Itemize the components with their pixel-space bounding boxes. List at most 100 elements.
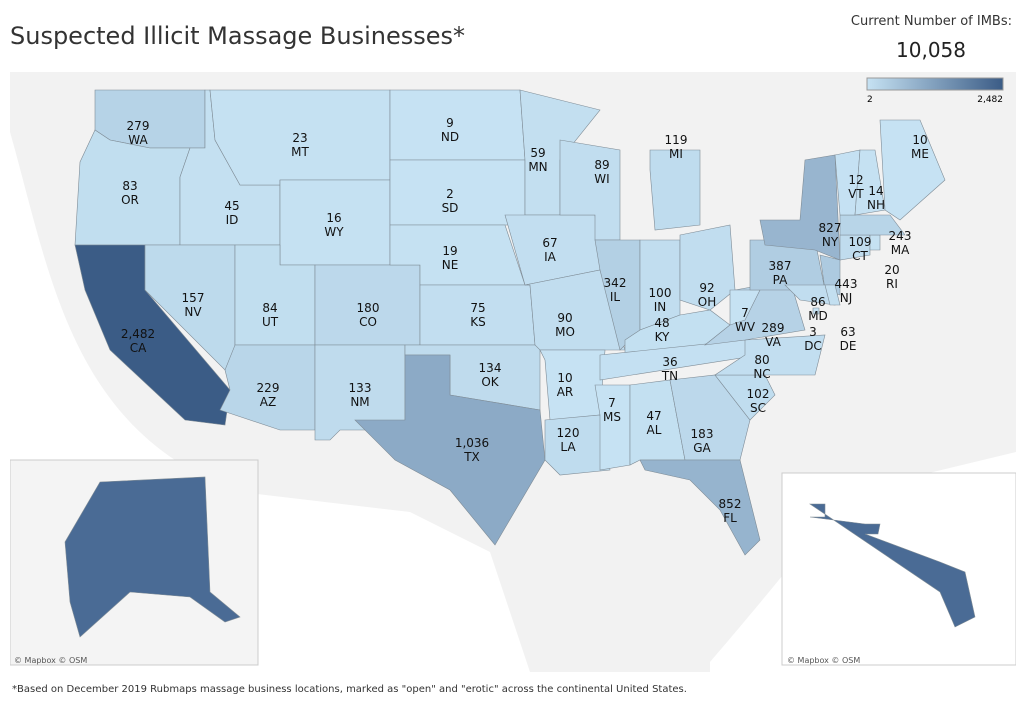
state-abbr-label: MN	[528, 160, 547, 174]
state-ga[interactable]	[669, 374, 751, 461]
state-value-label: 1,036	[455, 436, 489, 450]
state-dc[interactable]	[812, 307, 820, 315]
state-value-label: 2,482	[121, 327, 155, 341]
state-value-label: 89	[594, 158, 609, 172]
state-la[interactable]	[544, 414, 611, 476]
state-value-label: 90	[557, 311, 572, 325]
state-value-label: 134	[479, 361, 502, 375]
state-abbr-label: IL	[610, 290, 621, 304]
state-abbr-label: MS	[603, 410, 621, 424]
state-value-label: 2	[446, 187, 454, 201]
legend-gradient	[866, 77, 1004, 91]
state-abbr-label: UT	[262, 315, 279, 329]
state-value-label: 14	[868, 184, 883, 198]
state-mi[interactable]	[649, 149, 701, 231]
state-hi[interactable]	[809, 503, 976, 628]
state-abbr-label: MD	[808, 309, 828, 323]
state-abbr-label: CO	[359, 315, 377, 329]
state-nd[interactable]	[389, 89, 526, 161]
imb-count-label: Current Number of IMBs:	[850, 14, 1012, 29]
state-value-label: 133	[349, 381, 372, 395]
state-abbr-label: SD	[442, 201, 459, 215]
state-value-label: 3	[809, 325, 817, 339]
state-abbr-label: VT	[848, 187, 864, 201]
state-value-label: 7	[608, 396, 616, 410]
state-abbr-label: MT	[291, 145, 309, 159]
state-fl[interactable]	[639, 459, 761, 556]
state-abbr-label: GA	[693, 441, 711, 455]
state-abbr-label: FL	[723, 511, 737, 525]
state-oh[interactable]	[679, 224, 736, 311]
state-value-label: 157	[182, 291, 205, 305]
color-legend: 2 2,482	[866, 77, 1004, 105]
state-value-label: 289	[762, 321, 785, 335]
state-abbr-label: CT	[852, 249, 868, 263]
state-value-label: 16	[326, 211, 341, 225]
state-value-label: 47	[646, 409, 661, 423]
alaska-inset	[10, 459, 259, 666]
state-value-label: 183	[691, 427, 714, 441]
state-ak[interactable]	[64, 476, 241, 638]
state-abbr-label: NJ	[840, 291, 853, 305]
state-abbr-label: NY	[822, 235, 839, 249]
state-value-label: 7	[741, 306, 749, 320]
state-abbr-label: OR	[121, 193, 139, 207]
state-value-label: 75	[470, 301, 485, 315]
state-value-label: 9	[446, 116, 454, 130]
choropleth-map[interactable]: 279WA83OR2,482CA45ID157NV23MT16WY84UT229…	[10, 72, 1016, 672]
map-credit: © Mapbox © OSM	[14, 656, 87, 665]
state-value-label: 48	[654, 316, 669, 330]
state-value-label: 120	[557, 426, 580, 440]
state-value-label: 59	[530, 146, 545, 160]
state-abbr-label: NC	[753, 367, 770, 381]
state-abbr-label: WI	[594, 172, 609, 186]
state-value-label: 20	[884, 263, 899, 277]
state-de[interactable]	[824, 284, 841, 306]
state-value-label: 10	[912, 133, 927, 147]
state-abbr-label: OH	[698, 295, 716, 309]
state-abbr-label: MO	[555, 325, 575, 339]
state-value-label: 180	[357, 301, 380, 315]
hawaii-map-credit: © Mapbox © OSM	[787, 656, 860, 665]
state-abbr-label: SC	[750, 401, 766, 415]
state-ri[interactable]	[869, 234, 881, 251]
state-abbr-label: KS	[470, 315, 486, 329]
state-abbr-label: LA	[560, 440, 576, 454]
state-value-label: 23	[292, 131, 307, 145]
state-value-label: 86	[810, 295, 825, 309]
state-abbr-label: TX	[463, 450, 480, 464]
state-nc[interactable]	[714, 334, 826, 376]
state-ms[interactable]	[594, 384, 631, 471]
state-value-label: 109	[849, 235, 872, 249]
state-abbr-label: DC	[804, 339, 822, 353]
state-value-label: 80	[754, 353, 769, 367]
state-abbr-label: AL	[647, 423, 662, 437]
state-value-label: 67	[542, 236, 557, 250]
state-abbr-label: CA	[130, 341, 147, 355]
state-value-label: 19	[442, 244, 457, 258]
state-abbr-label: WY	[324, 225, 344, 239]
state-value-label: 83	[122, 179, 137, 193]
state-tx[interactable]	[354, 354, 546, 546]
state-sd[interactable]	[389, 159, 526, 226]
state-abbr-label: MI	[669, 147, 683, 161]
state-value-label: 279	[127, 119, 150, 133]
state-wa[interactable]	[94, 89, 206, 149]
state-abbr-label: PA	[773, 273, 788, 287]
state-abbr-label: TN	[661, 369, 678, 383]
page-title: Suspected Illicit Massage Businesses*	[10, 22, 466, 50]
state-value-label: 102	[747, 387, 770, 401]
state-abbr-label: NH	[867, 198, 885, 212]
state-abbr-label: ID	[226, 213, 239, 227]
state-value-label: 119	[665, 133, 688, 147]
state-abbr-label: IN	[654, 300, 667, 314]
state-ny[interactable]	[759, 154, 841, 261]
state-value-label: 852	[719, 497, 742, 511]
state-value-label: 36	[662, 355, 677, 369]
state-abbr-label: DE	[840, 339, 857, 353]
state-ma[interactable]	[839, 214, 906, 236]
state-me[interactable]	[879, 119, 946, 221]
state-abbr-label: NM	[350, 395, 369, 409]
hawaii-inset	[781, 472, 1016, 666]
state-value-label: 443	[835, 277, 858, 291]
